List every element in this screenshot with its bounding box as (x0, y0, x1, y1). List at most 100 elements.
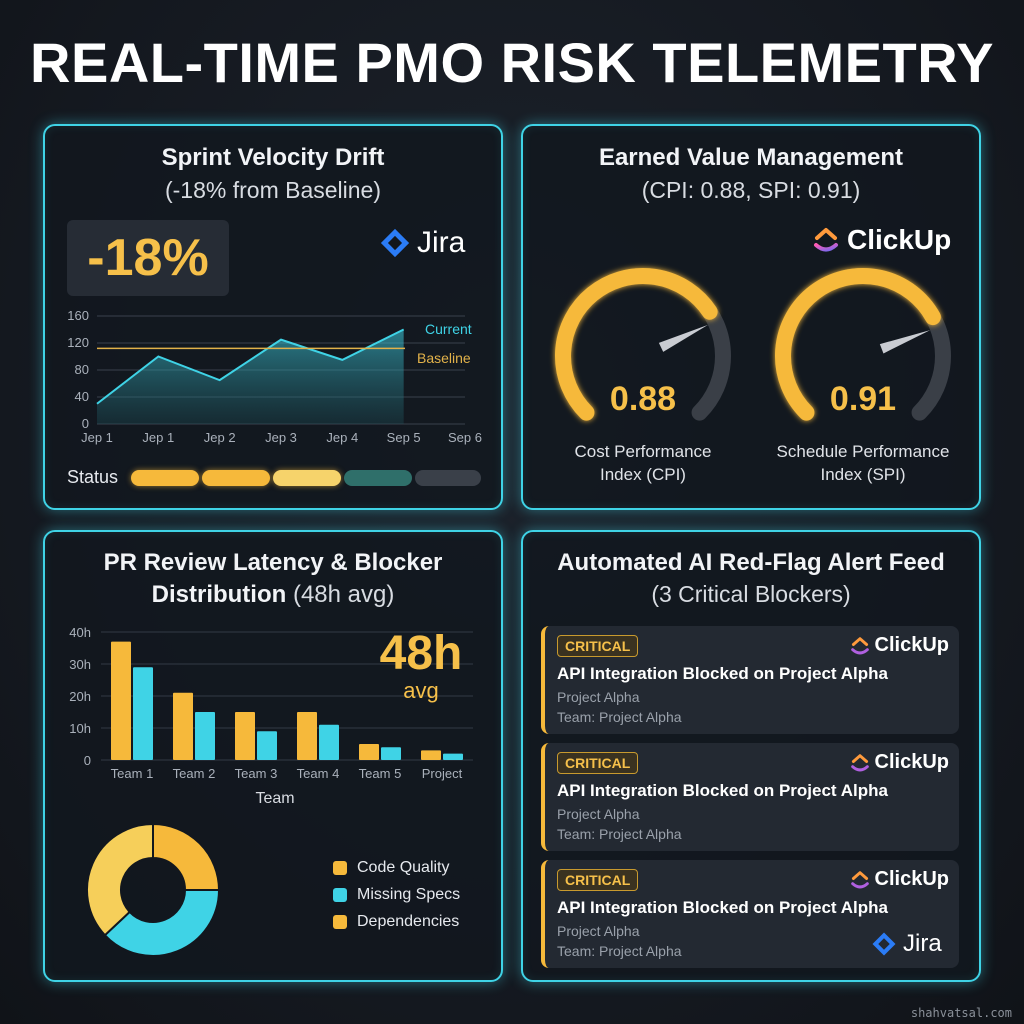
bar (443, 753, 463, 760)
legend-baseline: Baseline (417, 350, 471, 366)
alert-project: Project Alpha (557, 923, 640, 939)
cpi-value: 0.88 (609, 380, 677, 418)
pr-title-bold: Distribution (151, 581, 287, 608)
x-axis-label: Team (255, 790, 294, 807)
bar (359, 744, 379, 760)
pr-latency-panel: PR Review Latency & Blocker Distribution… (43, 530, 503, 982)
x-tick-label: Jep 2 (204, 430, 236, 445)
bar (111, 641, 131, 760)
legend-item: Code Quality (333, 854, 460, 881)
avg-label: avg (403, 678, 439, 703)
alert-card[interactable]: CRITICAL API Integration Blocked on Proje… (541, 743, 959, 851)
jira-icon (380, 228, 410, 258)
status-segment (344, 470, 412, 486)
velocity-delta: -18% (67, 220, 229, 296)
x-tick-label: Team 4 (297, 766, 340, 781)
bar (133, 667, 153, 760)
y-tick-label: 10h (69, 721, 91, 736)
clickup-label: ClickUp (874, 751, 949, 773)
alert-card[interactable]: CRITICAL API Integration Blocked on Proje… (541, 626, 959, 734)
evm-panel: Earned Value Management (CPI: 0.88, SPI:… (521, 124, 981, 510)
status-segment (273, 470, 341, 486)
y-tick-label: 20h (69, 689, 91, 704)
clickup-logo: ClickUp (849, 751, 949, 774)
x-tick-label: Team 2 (173, 766, 216, 781)
y-tick-label: 80 (75, 362, 89, 377)
y-tick-label: 120 (67, 335, 89, 350)
alert-title: API Integration Blocked on Project Alpha (557, 781, 888, 800)
bar (297, 712, 317, 760)
clickup-icon (850, 636, 869, 654)
sprint-title: Sprint Velocity Drift (161, 144, 385, 171)
legend-label: Code Quality (357, 858, 450, 876)
legend-label: Missing Specs (357, 885, 461, 903)
status-segment (202, 470, 270, 486)
spi-label: Schedule Performance Index (SPI) (763, 440, 963, 486)
sprint-subtitle: (-18% from Baseline) (164, 177, 382, 203)
y-tick-label: 0 (82, 416, 89, 431)
evm-title: Earned Value Management (598, 144, 904, 171)
x-tick-label: Sep 5 (387, 430, 421, 445)
bar (173, 692, 193, 760)
cpi-label-line1: Cost Performance (574, 442, 712, 461)
x-tick-label: Project (422, 766, 463, 781)
alert-jira-logo: Jira (871, 930, 942, 958)
evm-subtitle: (CPI: 0.88, SPI: 0.91) (641, 177, 861, 203)
bar (195, 712, 215, 760)
x-tick-label: Jep 4 (326, 430, 358, 445)
avg-value: 48h (379, 627, 463, 680)
legend-item: Dependencies (333, 908, 460, 935)
y-tick-label: 160 (67, 308, 89, 323)
jira-icon (872, 932, 896, 956)
legend-label: Dependencies (357, 912, 460, 930)
current-area (97, 329, 404, 424)
x-tick-label: Sep 6 (448, 430, 482, 445)
spi-gauge-fill (775, 268, 941, 421)
bar (319, 724, 339, 760)
alert-team: Team: Project Alpha (557, 943, 682, 959)
bar (421, 750, 441, 760)
donut-slice (152, 822, 221, 891)
x-tick-label: Jep 1 (142, 430, 174, 445)
evm-gauges (555, 268, 951, 421)
alert-feed-panel: Automated AI Red-Flag Alert Feed (3 Crit… (521, 530, 981, 982)
jira-label: Jira (417, 226, 466, 259)
critical-badge: CRITICAL (557, 752, 639, 774)
jira-label: Jira (903, 930, 942, 957)
cpi-label-line2: Index (CPI) (600, 465, 686, 484)
bar (381, 747, 401, 760)
x-tick-label: Team 3 (235, 766, 278, 781)
sprint-velocity-panel: Sprint Velocity Drift (-18% from Baselin… (43, 124, 503, 510)
watermark: shahvatsal.com (910, 1006, 1012, 1020)
pr-title-line1: PR Review Latency & Blocker (103, 549, 443, 576)
x-tick-label: Team 5 (359, 766, 402, 781)
status-bar (131, 470, 481, 486)
current-line (96, 328, 405, 405)
y-tick-label: 30h (69, 657, 91, 672)
clickup-logo: ClickUp (811, 224, 951, 256)
x-tick-label: Jep 1 (81, 430, 113, 445)
alert-project: Project Alpha (557, 806, 640, 822)
critical-badge: CRITICAL (557, 635, 639, 657)
clickup-label: ClickUp (874, 634, 949, 656)
bar (235, 712, 255, 760)
blocker-legend: Code Quality Missing Specs Dependencies (333, 854, 460, 935)
alert-title: API Integration Blocked on Project Alpha (557, 898, 888, 917)
donut-slice (86, 822, 154, 937)
x-tick-label: Jep 3 (265, 430, 297, 445)
spi-gauge-needle (879, 330, 931, 354)
x-tick-label: Team 1 (111, 766, 154, 781)
cpi-gauge-fill (555, 268, 718, 421)
status-segment (131, 470, 199, 486)
legend-current: Current (425, 321, 472, 337)
legend-item: Missing Specs (333, 881, 460, 908)
y-tick-label: 40 (75, 389, 89, 404)
spi-label-line1: Schedule Performance (776, 442, 950, 461)
alert-team: Team: Project Alpha (557, 709, 682, 725)
status-label: Status (67, 467, 119, 487)
page-title: REAL-TIME PMO RISK TELEMETRY (30, 31, 994, 94)
clickup-logo: ClickUp (849, 868, 949, 891)
alerts-subtitle: (3 Critical Blockers) (651, 581, 851, 607)
spi-value: 0.91 (829, 380, 897, 418)
alert-title: API Integration Blocked on Project Alpha (557, 664, 888, 683)
